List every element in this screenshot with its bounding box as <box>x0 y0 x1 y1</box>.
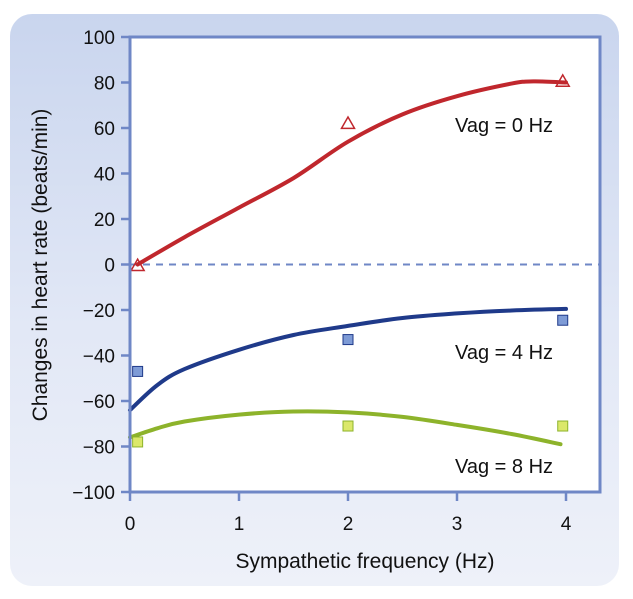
y-tick-label: −80 <box>83 438 115 459</box>
y-tick-label: 60 <box>94 119 115 140</box>
data-point-vag-8-hz <box>132 436 144 448</box>
y-tick-label: 80 <box>94 74 115 95</box>
y-tick-label: −40 <box>83 347 115 368</box>
x-tick-label: 4 <box>561 514 572 535</box>
data-point-vag-8-hz <box>557 420 569 432</box>
data-point-vag-4-hz <box>557 314 569 326</box>
y-tick-label: 0 <box>104 256 115 277</box>
y-tick-label: 20 <box>94 210 115 231</box>
series-label-vag-0-hz: Vag = 0 Hz <box>455 115 553 137</box>
x-tick-label: 1 <box>234 514 245 535</box>
y-tick-label: 40 <box>94 165 115 186</box>
data-point-vag-4-hz <box>132 365 144 377</box>
fit-curve-vag-4-hz <box>128 306 568 413</box>
y-axis-title: Changes in heart rate (beats/min) <box>29 109 52 422</box>
x-tick-label: 3 <box>452 514 463 535</box>
data-point-vag-0-hz <box>554 73 571 87</box>
fit-curve-vag-0-hz <box>135 79 568 267</box>
y-tick-label: 100 <box>83 28 115 49</box>
data-point-vag-4-hz <box>342 334 354 346</box>
data-point-vag-0-hz <box>340 115 356 130</box>
x-tick-label: 2 <box>343 514 354 535</box>
series-label-vag-4-hz: Vag = 4 Hz <box>455 342 553 364</box>
y-tick-label: −60 <box>83 392 115 413</box>
data-point-vag-0-hz <box>129 257 146 272</box>
y-tick-label: −100 <box>72 483 115 504</box>
x-axis-title: Sympathetic frequency (Hz) <box>235 550 494 573</box>
x-tick-label: 0 <box>125 514 136 535</box>
fit-curve-vag-8-hz <box>128 409 563 447</box>
data-point-vag-8-hz <box>342 420 354 432</box>
y-tick-label: −20 <box>83 301 115 322</box>
series-label-vag-8-hz: Vag = 8 Hz <box>455 456 553 478</box>
